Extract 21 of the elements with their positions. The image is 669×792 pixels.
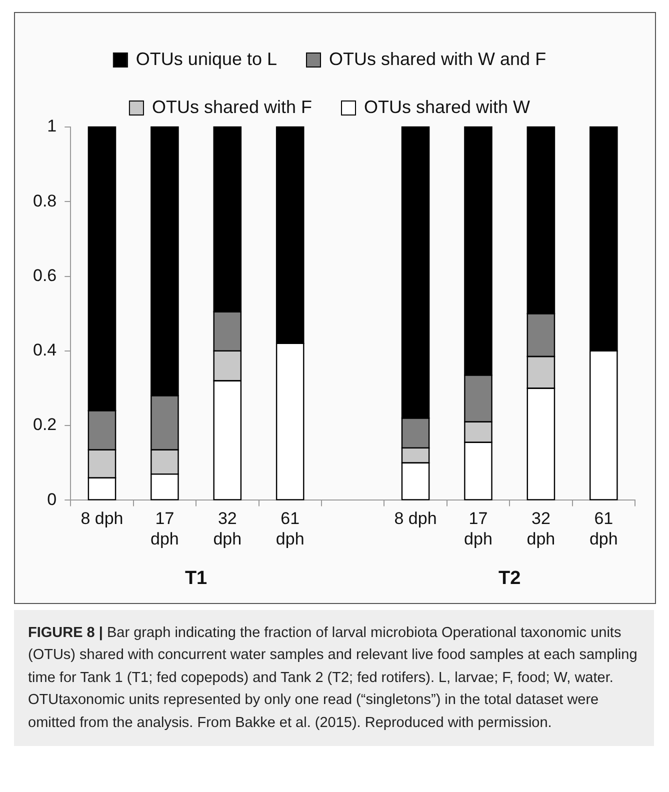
y-tick-label: 0 xyxy=(47,490,57,509)
text: T1 xyxy=(184,568,208,590)
y-tick-label: 0.2 xyxy=(32,415,57,434)
y-tick-label: 0.6 xyxy=(32,266,57,285)
x-tick-label: 8 dph xyxy=(80,509,124,528)
y-tick-label: 0.4 xyxy=(32,340,57,360)
y-tick-label: 1 xyxy=(47,116,57,136)
text: T2 xyxy=(498,568,521,590)
legend-label: OTUs unique to L xyxy=(136,48,278,69)
y-tick-label: 0.8 xyxy=(32,191,57,210)
x-tick-label: 32 dph xyxy=(213,509,242,548)
x-tick-label: 61 dph xyxy=(276,509,304,548)
x-tick-label: 17 dph xyxy=(150,509,179,548)
caption: FIGURE 8 | Bar graph indicating the fraction of larval microbiota Operational taxonomic units (OTUs) shared with concurrent water samples and relevant live food samples at each sampling time for Tank 1 (T1; fed copepods) and Tank 2 (T2; fed rotifers). L, larvae; F, food; W, water. OTUtaxonomic units represented by only one read (“singletons”) in the total dataset were omitted from the analysis. From Bakke et al. (2015). Reproduced with permission. xyxy=(28,624,638,733)
x-tick-label: 61 dph xyxy=(589,509,618,548)
legend-label: OTUs shared with W xyxy=(364,96,530,117)
x-tick-label: 8 dph xyxy=(394,509,437,528)
x-tick-label: 32 dph xyxy=(526,509,556,548)
legend-label: OTUs shared with F xyxy=(152,96,312,117)
x-tick-label: 17 dph xyxy=(464,509,492,548)
legend-label: OTUs shared with W and F xyxy=(329,48,546,69)
